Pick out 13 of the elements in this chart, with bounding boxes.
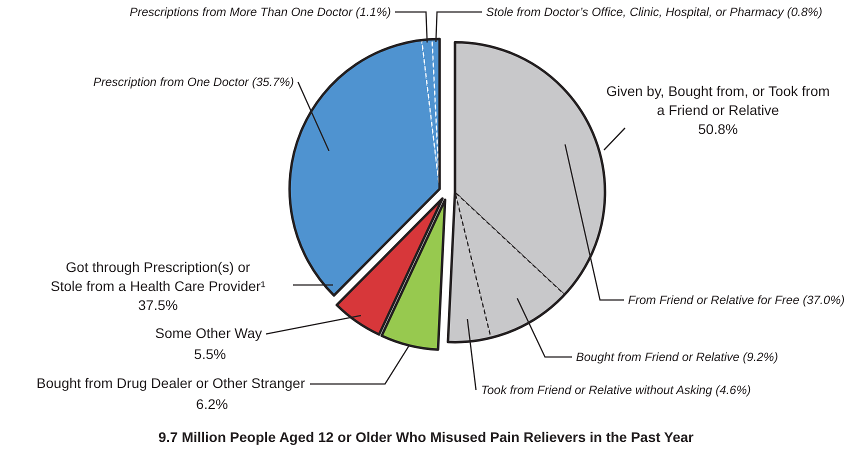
text: Got through Prescription(s) or Stole from a Health Care Provider¹ 37.5% (50, 259, 266, 313)
slice-label: Prescriptions from More Than One Doctor (1.1%) (130, 5, 392, 19)
slice-label: Some Other Way (155, 325, 262, 341)
slice-label: From Friend or Relative for Free (37.0%) (628, 293, 845, 307)
text: 9.7 Million People Aged 12 or Older Who Misused Pain Relievers in the Past Year (158, 429, 694, 445)
slice-label: Took from Friend or Relative without Asking (4.6%) (481, 383, 751, 397)
slice-label: Bought from Friend or Relative (9.2%) (576, 350, 778, 364)
data-label: 6.2% (196, 396, 228, 412)
data-label: 5.5% (194, 346, 226, 362)
slice-label: Prescription from One Doctor (35.7%) (93, 75, 294, 89)
slice-label: Bought from Drug Dealer or Other Stranger (36, 375, 306, 391)
text: Given by, Bought from, or Took from a Friend or Relative 50.8% (606, 83, 830, 137)
slice-label: Stole from Doctor’s Office, Clinic, Hospital, or Pharmacy (0.8%) (486, 5, 822, 19)
